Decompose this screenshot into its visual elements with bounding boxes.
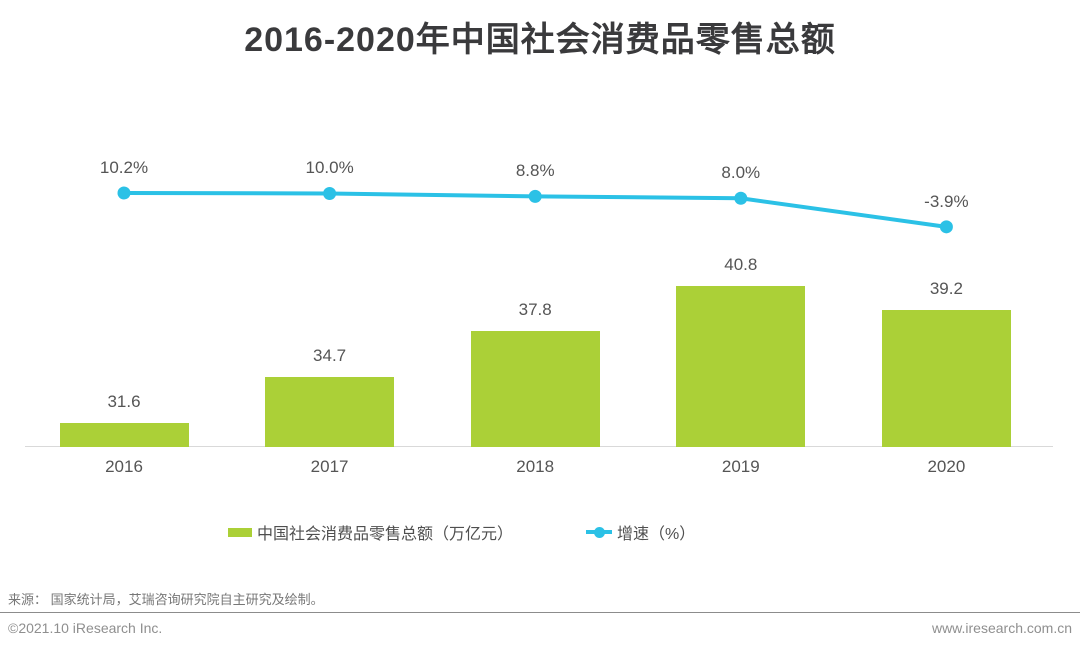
growth-point-marker	[117, 186, 131, 200]
line-legend-marker-icon	[586, 526, 612, 538]
growth-point-label: 10.0%	[305, 158, 354, 178]
bar-2019	[676, 286, 806, 447]
x-axis-label: 2020	[927, 457, 966, 476]
bar-value-label: 37.8	[518, 299, 552, 319]
bar-legend-swatch-icon	[228, 527, 252, 537]
legend-bar-label: 中国社会消费品零售总额（万亿元）	[257, 526, 514, 543]
footer: ©2021.10 iResearch Inc. www.iresearch.co…	[8, 620, 1072, 636]
footer-divider	[0, 612, 1080, 613]
legend-item-line: 增速（%）	[586, 521, 695, 543]
x-axis-label: 2017	[310, 457, 349, 476]
bar-value-label: 31.6	[107, 392, 141, 412]
growth-point-marker	[734, 191, 748, 205]
growth-point-marker	[939, 220, 953, 234]
line-legend-dot-icon	[594, 526, 605, 538]
legend: 中国社会消费品零售总额（万亿元） 增速（%）	[0, 521, 1080, 543]
bar-2020	[881, 309, 1011, 447]
bar-value-label: 39.2	[929, 278, 963, 298]
x-axis-label: 2016	[105, 457, 143, 476]
website-text: www.iresearch.com.cn	[931, 620, 1072, 636]
growth-point-label: 8.0%	[721, 163, 761, 183]
x-axis-label: 2018	[516, 457, 555, 476]
copyright-text: ©2021.10 iResearch Inc.	[8, 620, 163, 636]
growth-point-label: 10.2%	[99, 158, 149, 177]
growth-line	[123, 191, 947, 229]
legend-item-bar: 中国社会消费品零售总额（万亿元）	[228, 521, 513, 543]
growth-point-marker	[323, 186, 337, 200]
legend-line-label: 增速（%）	[617, 526, 696, 543]
growth-point-label: 8.8%	[515, 161, 555, 181]
bar-2017	[265, 376, 395, 447]
bar-value-label: 40.8	[724, 255, 758, 275]
chart-title: 2016-2020年中国社会消费品零售总额	[244, 21, 836, 59]
x-axis-label: 2019	[721, 457, 760, 476]
source-note: 来源： 国家统计局，艾瑞咨询研究院自主研究及绘制。	[8, 592, 324, 607]
growth-point-marker	[528, 189, 542, 203]
bar-2016	[59, 423, 189, 447]
bar-value-label: 34.7	[313, 345, 347, 365]
bar-2018	[470, 330, 600, 447]
growth-point-label: -3.9%	[924, 191, 969, 211]
